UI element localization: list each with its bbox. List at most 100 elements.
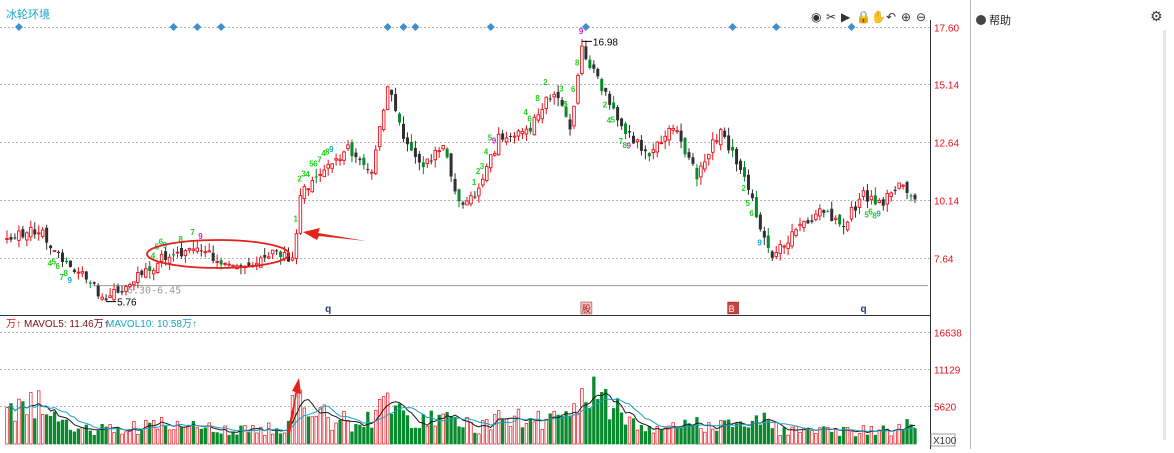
- candle-body[interactable]: [40, 229, 45, 237]
- volume-bar[interactable]: [306, 416, 310, 445]
- volume-bar[interactable]: [687, 423, 691, 445]
- candle-body[interactable]: [774, 252, 778, 257]
- volume-bar[interactable]: [302, 407, 307, 445]
- volume-bar[interactable]: [841, 426, 846, 445]
- candle-body[interactable]: [675, 130, 679, 133]
- candle-body[interactable]: [695, 167, 699, 180]
- volume-bar[interactable]: [643, 431, 648, 445]
- volume-bar[interactable]: [271, 433, 275, 445]
- volume-bar[interactable]: [251, 425, 255, 445]
- volume-bar[interactable]: [45, 414, 49, 445]
- candle-body[interactable]: [425, 158, 430, 164]
- volume-bar[interactable]: [76, 428, 81, 445]
- candle-body[interactable]: [576, 74, 580, 104]
- candle-body[interactable]: [477, 187, 481, 197]
- signal-marker[interactable]: [411, 23, 420, 31]
- candle-body[interactable]: [699, 165, 703, 178]
- volume-bar[interactable]: [548, 413, 552, 445]
- candle-body[interactable]: [302, 186, 307, 200]
- volume-bar[interactable]: [378, 398, 382, 445]
- volume-bar[interactable]: [60, 419, 65, 445]
- candle-body[interactable]: [612, 102, 616, 109]
- candle-body[interactable]: [735, 148, 739, 165]
- signal-marker[interactable]: [383, 23, 392, 31]
- volume-bar[interactable]: [29, 392, 33, 445]
- candle-body[interactable]: [96, 285, 100, 297]
- volume-bar[interactable]: [235, 434, 239, 445]
- volume-bar[interactable]: [314, 415, 318, 445]
- candle-body[interactable]: [659, 141, 663, 144]
- candle-body[interactable]: [592, 64, 596, 69]
- volume-bar[interactable]: [108, 424, 112, 445]
- volume-bar[interactable]: [810, 430, 814, 445]
- volume-bar[interactable]: [112, 432, 116, 445]
- volume-bar[interactable]: [132, 420, 136, 445]
- candle-body[interactable]: [52, 250, 57, 253]
- volume-bar[interactable]: [893, 429, 897, 445]
- volume-bar[interactable]: [560, 416, 564, 445]
- candle-body[interactable]: [151, 269, 156, 275]
- volume-bar[interactable]: [473, 432, 477, 445]
- volume-bar[interactable]: [822, 426, 826, 445]
- candle-body[interactable]: [473, 196, 477, 198]
- candle-body[interactable]: [144, 268, 148, 278]
- volume-bar[interactable]: [342, 411, 346, 445]
- candle-body[interactable]: [370, 171, 374, 174]
- volume-bar[interactable]: [802, 427, 806, 445]
- signal-marker[interactable]: [399, 23, 408, 31]
- volume-bar[interactable]: [382, 396, 386, 445]
- candle-body[interactable]: [112, 289, 116, 301]
- volume-bar[interactable]: [631, 418, 636, 445]
- candle-body[interactable]: [509, 135, 513, 137]
- candle-body[interactable]: [540, 109, 545, 120]
- candle-body[interactable]: [488, 154, 493, 169]
- volume-bar[interactable]: [485, 419, 489, 445]
- candle-body[interactable]: [457, 189, 461, 202]
- volume-bar[interactable]: [857, 433, 862, 445]
- candle-body[interactable]: [172, 254, 176, 256]
- candle-body[interactable]: [9, 236, 13, 240]
- volume-bar[interactable]: [433, 425, 437, 445]
- candle-body[interactable]: [148, 266, 152, 271]
- candle-body[interactable]: [798, 223, 802, 227]
- candle-body[interactable]: [671, 127, 675, 131]
- candle-body[interactable]: [358, 158, 362, 161]
- candle-body[interactable]: [366, 169, 370, 171]
- volume-bar[interactable]: [556, 414, 560, 445]
- candle-body[interactable]: [873, 195, 877, 205]
- candle-body[interactable]: [350, 142, 354, 157]
- candle-body[interactable]: [544, 96, 548, 109]
- candle-body[interactable]: [560, 99, 564, 106]
- volume-bar[interactable]: [465, 417, 469, 445]
- candle-body[interactable]: [298, 195, 303, 234]
- candle-body[interactable]: [211, 252, 215, 261]
- volume-bar[interactable]: [370, 427, 374, 445]
- volume-bar[interactable]: [449, 416, 453, 445]
- candle-body[interactable]: [453, 178, 457, 192]
- candle-body[interactable]: [124, 286, 128, 292]
- volume-bar[interactable]: [41, 414, 45, 445]
- volume-bar[interactable]: [806, 427, 810, 445]
- volume-bar[interactable]: [429, 410, 433, 445]
- candle-body[interactable]: [604, 87, 608, 92]
- event-marker-box[interactable]: [727, 301, 739, 315]
- volume-bar[interactable]: [425, 425, 429, 445]
- candle-body[interactable]: [758, 214, 762, 230]
- candle-body[interactable]: [778, 244, 782, 254]
- volume-bar[interactable]: [409, 428, 414, 445]
- candle-body[interactable]: [814, 213, 818, 220]
- candle-body[interactable]: [679, 130, 683, 142]
- volume-bar[interactable]: [909, 424, 913, 445]
- candle-body[interactable]: [49, 245, 53, 249]
- volume-bar[interactable]: [211, 431, 215, 445]
- candle-body[interactable]: [346, 144, 350, 150]
- volume-bar[interactable]: [838, 435, 842, 445]
- volume-bar[interactable]: [156, 428, 160, 445]
- candle-body[interactable]: [437, 150, 441, 153]
- volume-bar[interactable]: [707, 422, 711, 445]
- signal-marker[interactable]: [217, 23, 226, 31]
- volume-bar[interactable]: [84, 424, 88, 445]
- volume-bar[interactable]: [274, 428, 279, 445]
- candle-body[interactable]: [913, 194, 917, 200]
